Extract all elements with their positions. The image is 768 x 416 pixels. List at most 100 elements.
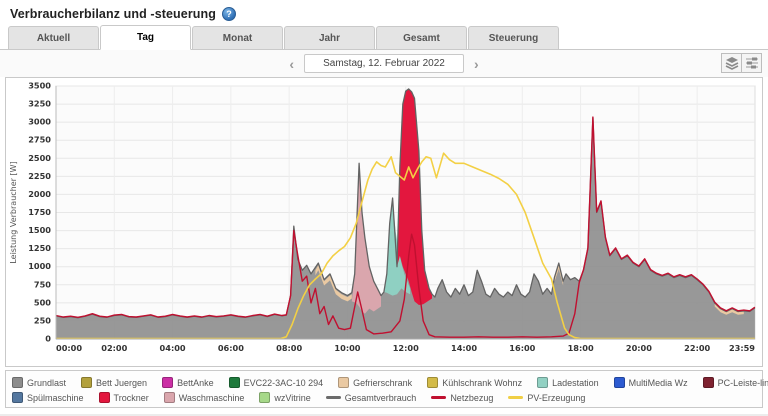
svg-text:22:00: 22:00 bbox=[684, 343, 710, 353]
series-gefrierschrank-3 bbox=[714, 303, 744, 315]
legend-item[interactable]: wzVitrine bbox=[259, 392, 311, 403]
toolbar: ‹ Samstag, 12. Februar 2022 › bbox=[0, 50, 768, 77]
chart-tool-buttons bbox=[721, 53, 762, 73]
svg-text:2000: 2000 bbox=[28, 189, 51, 199]
legend-color-swatch bbox=[12, 392, 23, 403]
legend-item[interactable]: BettAnke bbox=[162, 377, 214, 388]
legend-item[interactable]: Ladestation bbox=[537, 377, 599, 388]
legend-item[interactable]: Spülmaschine bbox=[12, 392, 84, 403]
legend-color-swatch bbox=[702, 377, 714, 388]
legend-color-swatch bbox=[162, 377, 174, 388]
tab-gesamt[interactable]: Gesamt bbox=[376, 26, 467, 49]
page-title: Verbraucherbilanz und -steuerung bbox=[10, 7, 217, 21]
legend-color-swatch bbox=[338, 377, 350, 388]
legend-item[interactable]: Gefrierschrank bbox=[338, 377, 412, 388]
legend-color-swatch bbox=[81, 377, 93, 388]
legend-row-2: Spülmaschine Trockner Waschmaschine wzVitri… bbox=[12, 390, 756, 405]
legend-item[interactable]: Grundlast bbox=[12, 377, 66, 388]
tab-bar: Aktuell Tag Monat Jahr Gesamt Steuerung bbox=[0, 25, 768, 50]
legend-label: Waschmaschine bbox=[178, 392, 245, 403]
svg-text:16:00: 16:00 bbox=[509, 343, 535, 353]
legend-item[interactable]: Waschmaschine bbox=[163, 392, 245, 403]
axis-labels: 0 250 500 750 1000 1250 1500 1750 2000 2250 2500 27… bbox=[28, 81, 755, 354]
prev-day-button[interactable]: ‹ bbox=[289, 55, 294, 72]
legend-label: MultiMedia Wz bbox=[628, 377, 688, 388]
svg-text:10:00: 10:00 bbox=[334, 343, 360, 353]
legend-row-1: Grundlast Bett Juergen BettAnke EVC22-3AC-1… bbox=[12, 375, 768, 390]
svg-text:04:00: 04:00 bbox=[160, 343, 186, 353]
svg-text:06:00: 06:00 bbox=[218, 343, 244, 353]
svg-text:20:00: 20:00 bbox=[626, 343, 652, 353]
tab-steuerung[interactable]: Steuerung bbox=[468, 26, 559, 49]
date-navigation: ‹ Samstag, 12. Februar 2022 › bbox=[287, 54, 480, 73]
legend-label: Ladestation bbox=[552, 377, 599, 388]
legend-label: Spülmaschine bbox=[27, 392, 84, 403]
tab-monat[interactable]: Monat bbox=[192, 26, 283, 49]
svg-text:08:00: 08:00 bbox=[276, 343, 302, 353]
next-day-button[interactable]: › bbox=[474, 55, 479, 72]
legend-color-swatch bbox=[427, 377, 439, 388]
legend-color-swatch bbox=[228, 377, 240, 388]
tab-aktuell[interactable]: Aktuell bbox=[8, 26, 99, 49]
legend-item[interactable]: Netzbezug bbox=[431, 393, 493, 403]
layers-button[interactable] bbox=[721, 53, 742, 73]
legend-item[interactable]: PV-Erzeugung bbox=[508, 393, 585, 403]
legend-color-swatch bbox=[259, 392, 271, 403]
legend-item[interactable]: EVC22-3AC-10 294 bbox=[228, 377, 324, 388]
svg-text:750: 750 bbox=[34, 279, 51, 289]
legend-color-swatch bbox=[12, 377, 23, 388]
svg-text:00:00: 00:00 bbox=[56, 343, 82, 353]
svg-text:02:00: 02:00 bbox=[101, 343, 127, 353]
y-axis-title: Leistung Verbraucher [W] bbox=[9, 161, 18, 263]
sliders-icon bbox=[745, 57, 758, 69]
legend-item[interactable]: MultiMedia Wz bbox=[613, 377, 688, 388]
legend-label: BettAnke bbox=[177, 377, 214, 388]
legend-item[interactable]: Kühlschrank Wohnz bbox=[427, 377, 522, 388]
tab-jahr[interactable]: Jahr bbox=[284, 26, 375, 49]
legend-label: PC-Leiste-links bbox=[717, 377, 768, 388]
legend-item[interactable]: Trockner bbox=[98, 392, 149, 403]
svg-text:12:00: 12:00 bbox=[393, 343, 419, 353]
svg-text:14:00: 14:00 bbox=[451, 343, 477, 353]
page-header: Verbraucherbilanz und -steuerung ? bbox=[0, 0, 768, 25]
svg-text:1250: 1250 bbox=[28, 243, 51, 253]
legend-label: Kühlschrank Wohnz bbox=[442, 377, 523, 388]
svg-text:250: 250 bbox=[34, 315, 51, 325]
series-gefrierschrank-2 bbox=[554, 264, 564, 286]
legend-label: wzVitrine bbox=[274, 392, 311, 403]
legend-label: EVC22-3AC-10 294 bbox=[243, 377, 324, 388]
help-icon[interactable]: ? bbox=[222, 7, 237, 21]
settings-button[interactable] bbox=[741, 53, 762, 73]
svg-text:2500: 2500 bbox=[28, 153, 51, 163]
legend-item[interactable]: PC-Leiste-links bbox=[702, 377, 768, 388]
legend-label: Gesamtverbrauch bbox=[344, 392, 417, 403]
svg-text:3500: 3500 bbox=[28, 81, 51, 91]
legend-color-swatch bbox=[163, 392, 175, 403]
chart-legend: Grundlast Bett Juergen BettAnke EVC22-3AC-1… bbox=[5, 370, 768, 408]
tab-tag[interactable]: Tag bbox=[100, 25, 191, 50]
svg-text:3250: 3250 bbox=[28, 99, 51, 109]
consumption-chart: 0 250 500 750 1000 1250 1500 1750 2000 2250 2500 27… bbox=[9, 81, 756, 354]
svg-text:23:59: 23:59 bbox=[729, 343, 755, 353]
svg-text:0: 0 bbox=[45, 334, 51, 344]
svg-text:18:00: 18:00 bbox=[568, 343, 594, 353]
date-picker[interactable]: Samstag, 12. Februar 2022 bbox=[304, 54, 464, 73]
legend-line-swatch bbox=[325, 396, 341, 399]
legend-label: Gefrierschrank bbox=[353, 377, 413, 388]
series-netzbezug bbox=[55, 116, 756, 338]
svg-text:2750: 2750 bbox=[28, 135, 51, 145]
legend-label: Trockner bbox=[113, 392, 149, 403]
legend-label: Bett Juergen bbox=[96, 377, 148, 388]
legend-color-swatch bbox=[98, 392, 110, 403]
legend-label: Grundlast bbox=[27, 377, 67, 388]
svg-text:1500: 1500 bbox=[28, 225, 51, 235]
legend-line-swatch bbox=[431, 396, 447, 399]
legend-item[interactable]: Gesamtverbrauch bbox=[325, 392, 417, 403]
chart-panel: 0 250 500 750 1000 1250 1500 1750 2000 2250 2500 27… bbox=[5, 77, 763, 367]
legend-item[interactable]: Bett Juergen bbox=[81, 377, 147, 388]
legend-label: PV-Erzeugung bbox=[527, 392, 586, 403]
legend-label: Netzbezug bbox=[450, 392, 494, 403]
svg-text:1750: 1750 bbox=[28, 207, 51, 217]
svg-text:500: 500 bbox=[34, 297, 51, 307]
